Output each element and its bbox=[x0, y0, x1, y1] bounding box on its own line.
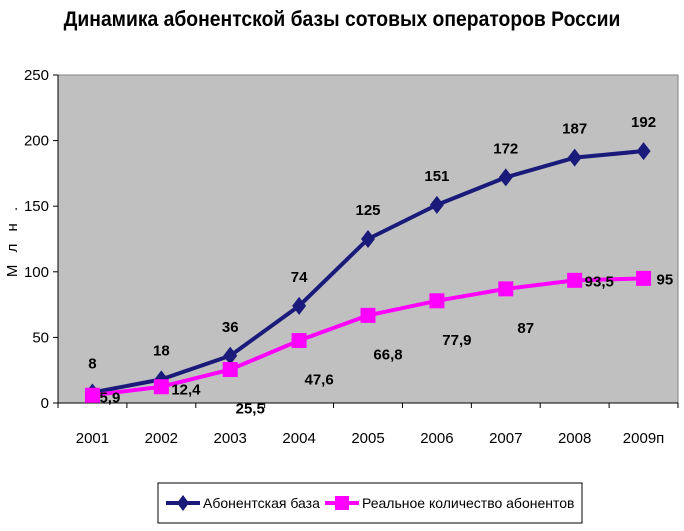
y-tick-label: 150 bbox=[24, 198, 49, 215]
data-point-square bbox=[429, 293, 445, 309]
data-point-diamond bbox=[361, 230, 375, 248]
data-label: 47,6 bbox=[305, 372, 334, 389]
data-label: 25,5 bbox=[236, 401, 265, 418]
legend-marker-square bbox=[335, 496, 349, 510]
data-label: 192 bbox=[631, 114, 656, 131]
data-point-square bbox=[291, 333, 307, 349]
data-label: 87 bbox=[517, 320, 534, 337]
data-point-diamond bbox=[223, 346, 238, 365]
data-point-square bbox=[636, 270, 652, 286]
y-tick-label: 200 bbox=[24, 133, 49, 150]
x-tick-label: 2004 bbox=[282, 430, 315, 447]
x-tick-label: 2007 bbox=[489, 430, 522, 447]
data-point-square bbox=[498, 281, 514, 297]
legend-box bbox=[157, 482, 583, 524]
data-point-diamond bbox=[292, 296, 307, 315]
data-point-square bbox=[153, 379, 169, 395]
data-point-square bbox=[84, 387, 100, 403]
x-tick-label: 2008 bbox=[558, 430, 591, 447]
data-label: 74 bbox=[291, 269, 308, 286]
data-label: 172 bbox=[493, 140, 518, 157]
data-point-square bbox=[567, 272, 583, 288]
x-tick-label: 2005 bbox=[351, 430, 384, 447]
data-label: 95 bbox=[657, 271, 674, 288]
data-label: 187 bbox=[562, 121, 587, 138]
legend-label: Реальное количество абонентов bbox=[362, 495, 574, 511]
data-point-diamond bbox=[429, 195, 444, 214]
x-tick-label: 2003 bbox=[214, 430, 247, 447]
y-axis-label: М л н . bbox=[4, 203, 21, 277]
y-tick-label: 100 bbox=[24, 264, 49, 281]
y-tick-label: 0 bbox=[41, 395, 49, 412]
data-label: 93,5 bbox=[585, 273, 614, 290]
data-label: 18 bbox=[153, 342, 170, 359]
x-tick-label: 2006 bbox=[420, 430, 453, 447]
legend: Абонентская база Реальное количество абон… bbox=[157, 482, 583, 524]
chart-title: Динамика абонентской базы сотовых операт… bbox=[63, 8, 621, 31]
x-tick-label: 2002 bbox=[145, 430, 178, 447]
data-label: 77,9 bbox=[442, 332, 471, 349]
x-tick-label: 2001 bbox=[76, 430, 109, 447]
data-label: 8 bbox=[88, 356, 96, 373]
data-point-square bbox=[360, 307, 376, 323]
data-label: 12,4 bbox=[171, 382, 201, 399]
data-point-diamond bbox=[567, 148, 582, 167]
y-tick-label: 250 bbox=[24, 67, 49, 84]
data-label: 36 bbox=[222, 319, 239, 336]
data-label: 125 bbox=[355, 202, 380, 219]
data-point-diamond bbox=[498, 168, 513, 187]
data-point-diamond bbox=[636, 142, 651, 161]
data-label: 5,9 bbox=[99, 389, 120, 406]
legend-marker-diamond bbox=[177, 495, 189, 511]
x-tick-label: 2009п bbox=[623, 430, 665, 447]
legend-label: Абонентская база bbox=[203, 495, 320, 511]
data-label: 151 bbox=[424, 168, 449, 185]
data-label: 66,8 bbox=[373, 346, 402, 363]
y-tick-label: 50 bbox=[32, 329, 49, 346]
data-point-square bbox=[222, 362, 238, 378]
